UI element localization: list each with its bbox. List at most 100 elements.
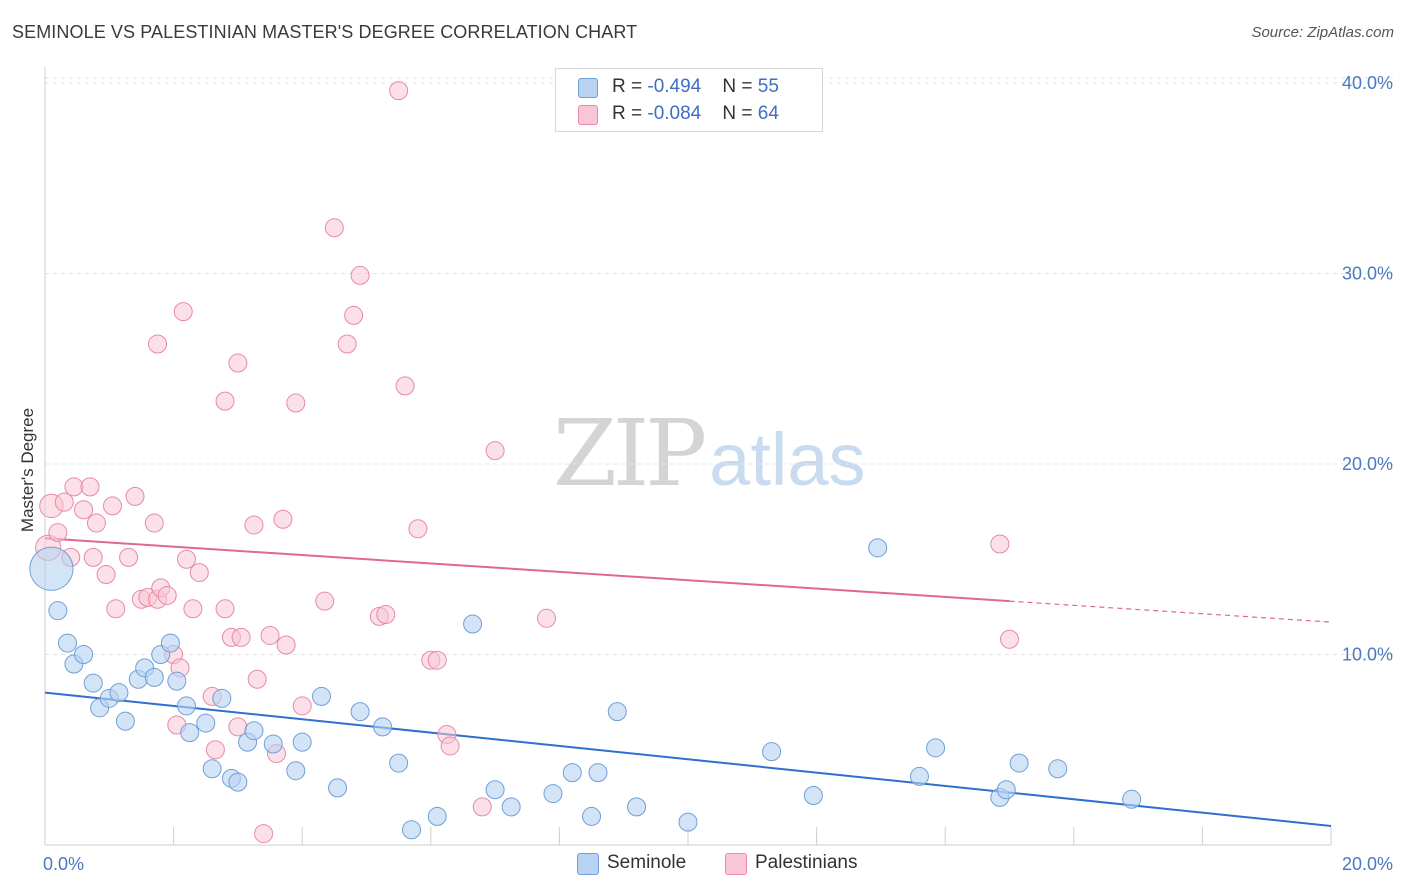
seminole-point xyxy=(607,702,627,722)
seminole-point xyxy=(263,734,283,754)
palestinians-point xyxy=(119,547,139,567)
palestinians-point xyxy=(276,635,296,655)
seminole-point xyxy=(286,761,306,781)
y-tick-label: 20.0% xyxy=(1342,454,1393,474)
seminole-point xyxy=(926,738,946,758)
watermark: ZIPatlas xyxy=(553,400,865,507)
palestinians-point xyxy=(427,650,447,670)
palestinians-point xyxy=(395,376,415,396)
seminole-point xyxy=(373,717,393,737)
palestinians-point xyxy=(244,515,264,535)
seminole-point xyxy=(909,766,929,786)
palestinians-point xyxy=(350,265,370,285)
legend-n-value: 64 xyxy=(757,103,779,124)
seminole-swatch xyxy=(578,78,598,98)
watermark-zip: ZIP xyxy=(553,400,707,507)
palestinians-swatch xyxy=(725,853,747,875)
palestinians-point xyxy=(183,599,203,619)
seminole-point xyxy=(350,702,370,722)
palestinians-point xyxy=(247,669,267,689)
palestinians-point xyxy=(64,477,84,497)
seminole-point xyxy=(402,820,422,840)
seminole-point xyxy=(868,538,888,558)
palestinians-point xyxy=(376,604,396,624)
y-tick-label: 10.0% xyxy=(1342,645,1393,665)
palestinians-point xyxy=(472,797,492,817)
palestinians-swatch xyxy=(578,105,598,125)
palestinians-point xyxy=(254,824,274,844)
y-axis-label: Master's Degree xyxy=(18,408,37,532)
palestinians-point xyxy=(86,513,106,533)
correlation-legend: R = -0.494 N = 55 R = -0.084 N = 64 xyxy=(555,68,823,132)
palestinians-point xyxy=(144,513,164,533)
palestinians-point xyxy=(48,523,68,543)
seminole-point xyxy=(501,797,521,817)
series-legend: Seminole Palestinians xyxy=(0,852,1406,878)
seminole-point xyxy=(83,673,103,693)
seminole-point xyxy=(1048,759,1068,779)
palestinians-point xyxy=(292,696,312,716)
seminole-point xyxy=(180,723,200,743)
seminole-swatch xyxy=(577,853,599,875)
legend-n-label: N = xyxy=(722,103,758,124)
legend-n-value: 55 xyxy=(757,76,779,97)
palestinians-point xyxy=(215,599,235,619)
seminole-point xyxy=(228,772,248,792)
palestinians-point xyxy=(80,477,100,497)
seminole-point xyxy=(48,601,68,621)
seminole-points xyxy=(29,538,1142,840)
gridlines xyxy=(45,77,1393,655)
seminole-point xyxy=(1009,753,1029,773)
seminole-point xyxy=(29,546,74,591)
palestinians-point xyxy=(324,218,344,238)
seminole-point xyxy=(109,683,129,703)
palestinians-point xyxy=(54,492,74,512)
y-tick-label: 30.0% xyxy=(1342,264,1393,284)
seminole-point xyxy=(167,671,187,691)
seminole-point xyxy=(58,633,78,653)
seminole-point xyxy=(115,711,135,731)
palestinians-point xyxy=(125,486,145,506)
seminole-point xyxy=(803,785,823,805)
axes xyxy=(44,67,1332,846)
trend-lines xyxy=(44,537,1332,827)
palestinians-point xyxy=(315,591,335,611)
palestinians-point xyxy=(286,393,306,413)
palestinians-point xyxy=(273,509,293,529)
legend-r-label: R = xyxy=(612,103,648,124)
legend-r-value: -0.084 xyxy=(647,103,702,124)
legend-label-palestinians: Palestinians xyxy=(755,852,858,873)
legend-n-label: N = xyxy=(722,76,758,97)
palestinians-point xyxy=(337,334,357,354)
seminole-point xyxy=(389,753,409,773)
seminole-point xyxy=(292,732,312,752)
seminole-point xyxy=(1122,789,1142,809)
palestinians-point xyxy=(106,599,126,619)
palestinians-point xyxy=(231,627,251,647)
palestinians-point xyxy=(1000,629,1019,649)
legend-r-value: -0.494 xyxy=(647,76,702,97)
seminole-point xyxy=(311,686,331,706)
palestinians-point xyxy=(260,625,280,645)
palestinians-point xyxy=(215,391,235,411)
palestinians-trend-extension xyxy=(1009,600,1332,623)
seminole-point xyxy=(996,780,1016,800)
palestinians-point xyxy=(83,547,103,567)
palestinians-point xyxy=(173,302,193,322)
palestinians-trend-line xyxy=(44,537,1010,603)
chart-title: SEMINOLE VS PALESTINIAN MASTER'S DEGREE … xyxy=(12,22,638,42)
seminole-point xyxy=(485,780,505,800)
palestinians-point xyxy=(990,534,1010,554)
seminole-point xyxy=(463,614,483,634)
seminole-point xyxy=(543,784,563,804)
seminole-point xyxy=(202,759,222,779)
seminole-point xyxy=(588,763,608,783)
seminole-point xyxy=(427,806,447,826)
seminole-point xyxy=(678,812,698,832)
seminole-point xyxy=(627,797,647,817)
x-tick-label: 0.0% xyxy=(43,854,84,874)
seminole-point xyxy=(160,633,180,653)
seminole-point xyxy=(762,742,782,762)
palestinians-point xyxy=(157,585,177,605)
